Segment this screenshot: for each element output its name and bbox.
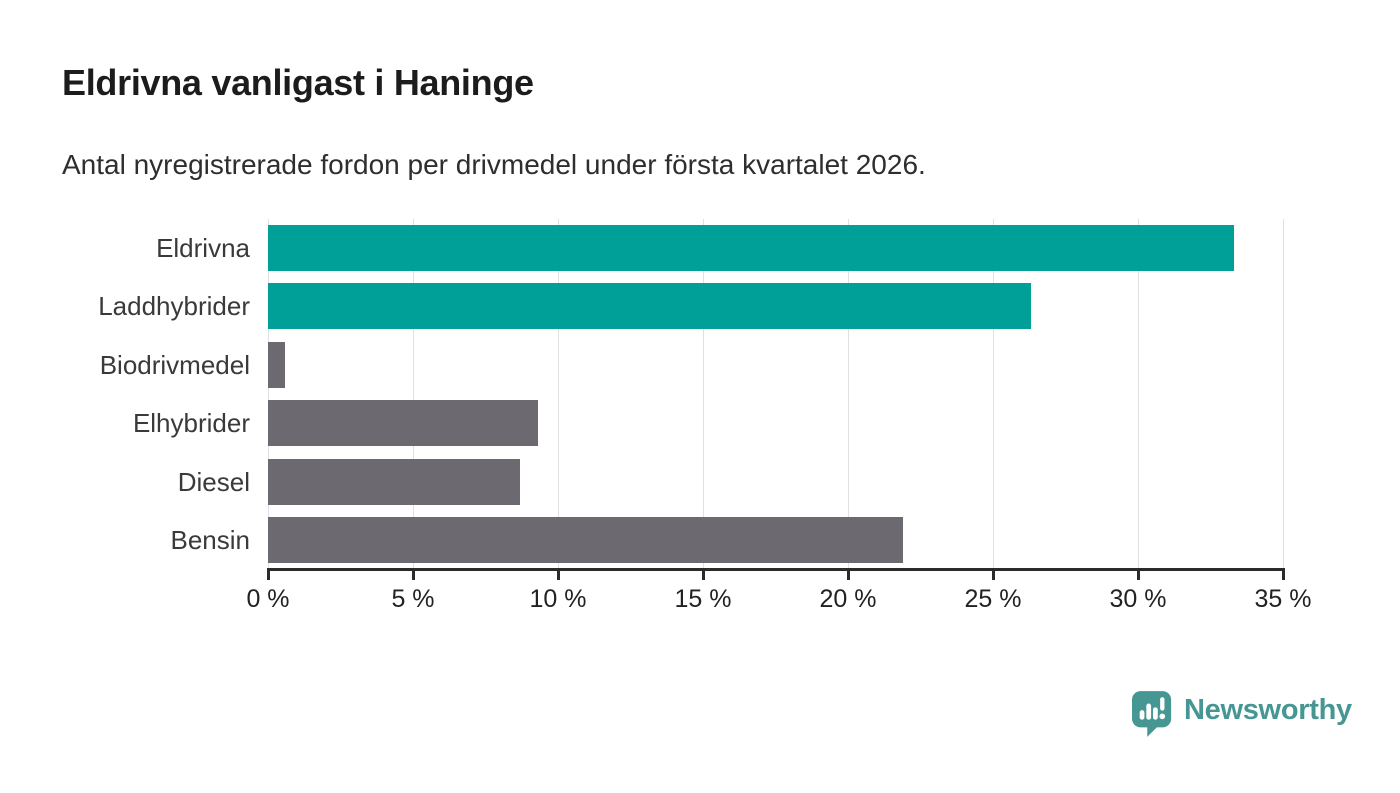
plot-area: 0 % 5 % 10 % 15 % 20 % 25 % 30 % 35 % Eldrivna La… (98, 219, 1311, 613)
x-tick-label: 30 % (1109, 585, 1167, 613)
category-label: Biodrivmedel (99, 349, 250, 380)
x-axis-tick (1281, 571, 1285, 580)
x-tick-label: 5 % (391, 585, 435, 613)
chart-title: Eldrivna vanligast i Haninge (62, 62, 534, 103)
gridline (1282, 219, 1284, 568)
bar-diesel (268, 458, 521, 505)
x-axis-tick (556, 571, 560, 580)
gridline (412, 219, 414, 568)
category-label: Elhybrider (132, 408, 250, 439)
x-axis-tick (846, 571, 850, 580)
brand-footer: Newsworthy (1132, 690, 1352, 738)
x-tick-label: 15 % (674, 585, 732, 613)
category-label: Eldrivna (156, 233, 250, 263)
gridline (702, 219, 704, 568)
bar-elhybrider (268, 400, 538, 447)
category-label: Bensin (170, 525, 251, 555)
x-axis-tick (266, 571, 270, 580)
newsworthy-logo-icon (1132, 691, 1172, 737)
x-tick-label: 25 % (964, 585, 1022, 613)
x-axis-line (267, 568, 1285, 571)
x-tick-label: 35 % (1254, 585, 1312, 613)
gridline (992, 219, 994, 568)
x-axis-tick (1136, 571, 1140, 580)
x-axis-tick (701, 571, 705, 580)
brand-name: Newsworthy (1184, 694, 1352, 726)
category-label: Laddhybrider (98, 291, 250, 322)
bar-laddhybrider (268, 283, 1031, 330)
x-axis-tick (991, 571, 995, 580)
gridline (267, 219, 269, 568)
chart-subtitle: Antal nyregistrerade fordon per drivmede… (62, 149, 926, 180)
x-axis-tick (411, 571, 415, 580)
x-tick-label: 0 % (246, 585, 290, 613)
category-label: Diesel (177, 466, 250, 497)
bar-bensin (268, 517, 904, 563)
x-tick-label: 10 % (529, 585, 587, 613)
bar-biodrivmedel (268, 341, 286, 388)
gridline (847, 219, 849, 568)
x-tick-label: 20 % (819, 585, 877, 613)
bar-eldrivna (268, 225, 1234, 271)
gridline (557, 219, 559, 568)
gridline (1137, 219, 1139, 568)
